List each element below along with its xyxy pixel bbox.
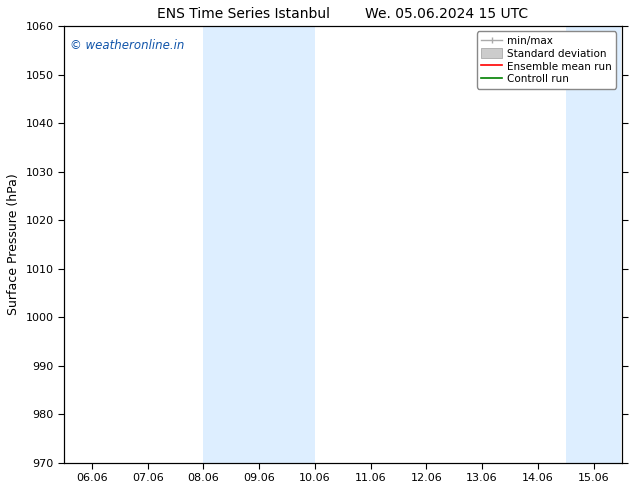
Text: © weatheronline.in: © weatheronline.in	[70, 39, 184, 52]
Y-axis label: Surface Pressure (hPa): Surface Pressure (hPa)	[7, 173, 20, 316]
Bar	[566, 26, 621, 463]
Bar	[204, 26, 315, 463]
Legend: min/max, Standard deviation, Ensemble mean run, Controll run: min/max, Standard deviation, Ensemble me…	[477, 31, 616, 89]
Title: ENS Time Series Istanbul        We. 05.06.2024 15 UTC: ENS Time Series Istanbul We. 05.06.2024 …	[157, 7, 528, 21]
